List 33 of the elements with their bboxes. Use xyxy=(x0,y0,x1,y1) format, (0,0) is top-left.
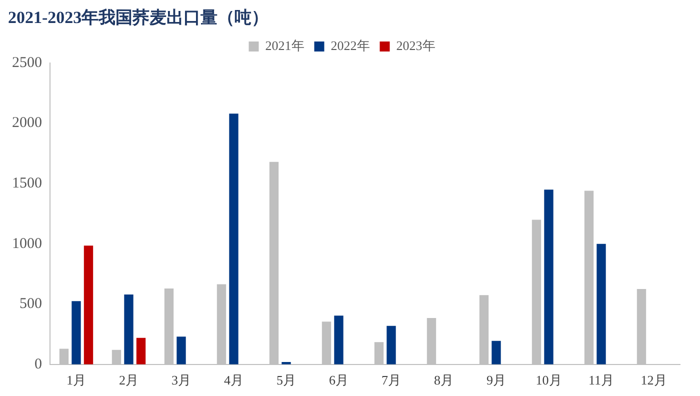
x-tick-label: 9月 xyxy=(486,372,506,388)
bar xyxy=(229,114,238,364)
legend-label: 2022年 xyxy=(330,38,370,53)
chart-title: 2021-2023年我国荞麦出口量（吨） xyxy=(8,7,269,29)
x-tick-label: 5月 xyxy=(276,372,296,388)
bar xyxy=(84,246,94,364)
legend-label: 2023年 xyxy=(396,38,436,53)
bar xyxy=(136,338,146,364)
bar xyxy=(492,340,501,364)
x-tick-label: 2月 xyxy=(119,372,138,388)
y-tick-label: 2000 xyxy=(12,115,42,132)
y-tick-label: 0 xyxy=(34,356,42,372)
y-tick-label: 2500 xyxy=(12,54,42,71)
x-tick-label: 10月 xyxy=(536,372,562,388)
y-tick-label: 500 xyxy=(20,296,42,312)
x-tick-label: 1月 xyxy=(66,372,86,388)
bar xyxy=(124,294,134,364)
bar xyxy=(596,244,606,364)
bar xyxy=(334,316,344,364)
x-tick-label: 11月 xyxy=(588,372,614,388)
bar xyxy=(72,301,81,364)
x-tick-label: 4月 xyxy=(224,372,244,388)
x-tick-label: 3月 xyxy=(172,372,191,388)
x-tick-label: 8月 xyxy=(434,372,454,388)
legend-label: 2021年 xyxy=(265,38,304,53)
x-tick-label: 12月 xyxy=(640,372,667,388)
bar xyxy=(544,190,554,364)
bar xyxy=(386,326,396,364)
y-tick-label: 1500 xyxy=(12,175,42,192)
x-tick-label: 7月 xyxy=(382,372,401,388)
x-tick-label: 6月 xyxy=(329,372,348,388)
bar xyxy=(176,336,186,364)
y-tick-label: 1000 xyxy=(12,236,42,252)
